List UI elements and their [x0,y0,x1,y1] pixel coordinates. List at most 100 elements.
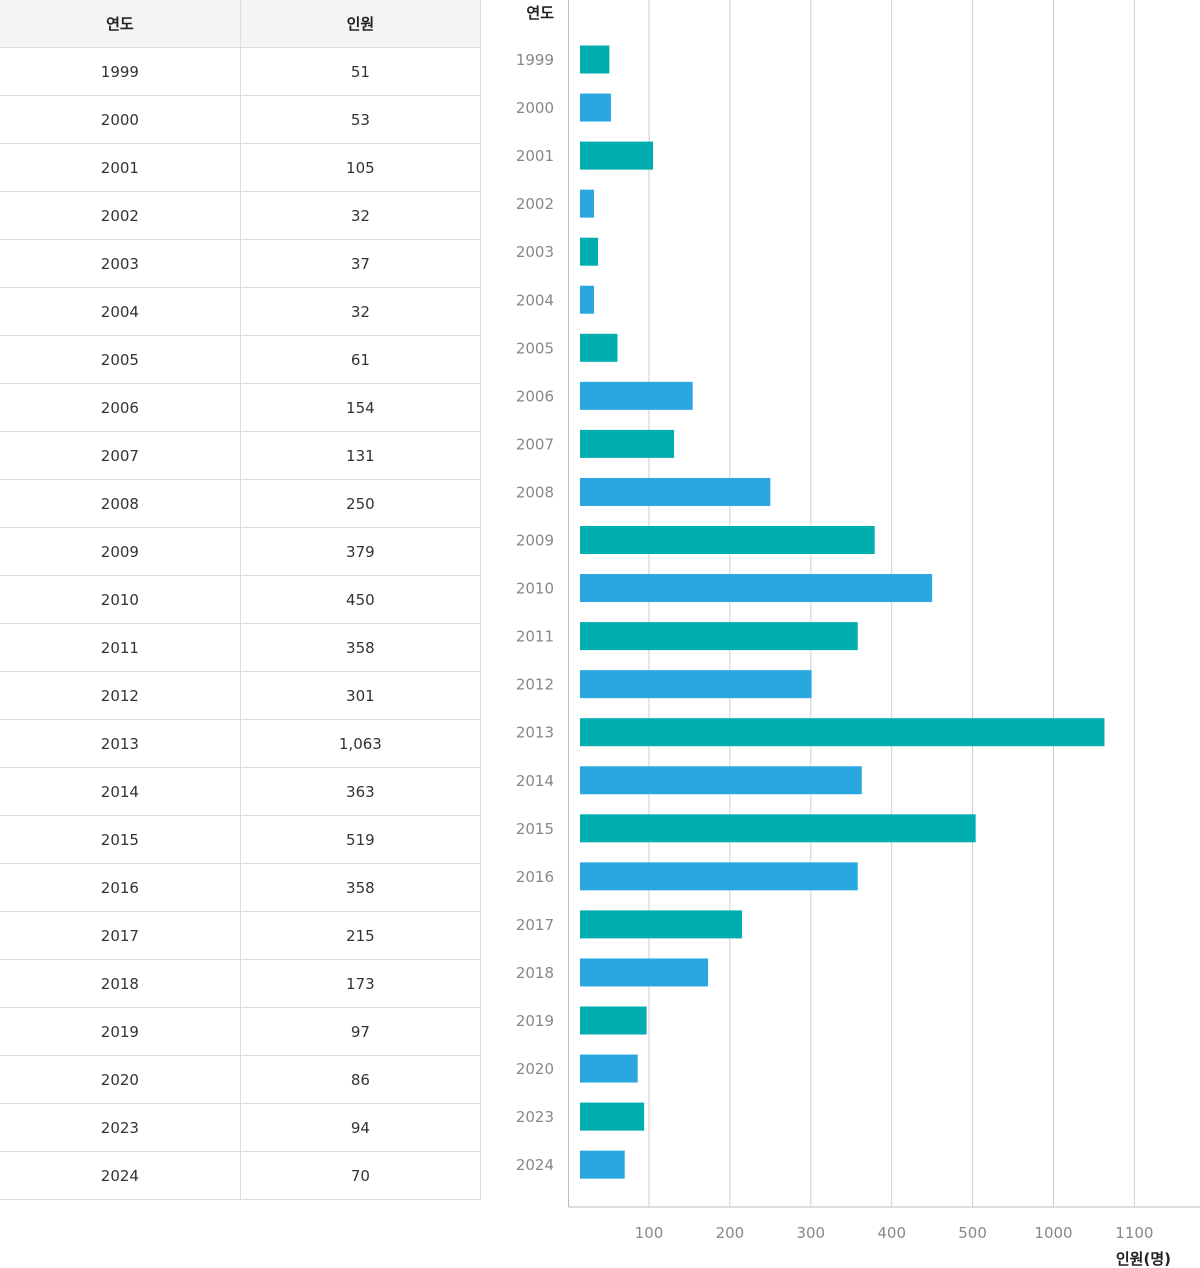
table-row: 2019 97 [0,1007,482,1056]
bar-1999 [580,45,610,74]
cell-count: 358 [240,623,482,672]
bar-2014 [580,766,862,795]
bar-2008 [580,477,771,506]
cell-year: 2001 [0,143,241,192]
category-label: 2011 [516,628,554,646]
table-row: 2006 154 [0,383,482,432]
table-row: 2018 173 [0,959,482,1008]
cell-year: 2004 [0,287,241,336]
cell-count: 215 [240,911,482,960]
bar-chart-container: 연도 1999 2000 2001 2002 2003 2004 2005 2006 2007 20… [481,0,1200,1268]
x-tick-label: 1000 [1034,1224,1072,1242]
table-body: 1999 51 2000 53 2001 105 2002 32 2003 37 2004 32 200… [0,47,482,1200]
bar-2009 [580,526,875,554]
cell-count: 86 [240,1055,482,1104]
cell-year: 2015 [0,815,241,864]
cell-year: 2009 [0,527,241,576]
category-label: 2007 [516,435,554,453]
bar-2007 [580,429,675,458]
cell-year: 2012 [0,671,241,720]
header-count: 인원 [240,0,482,48]
table-row: 2013 1,063 [0,719,482,768]
category-label: 2014 [516,772,554,790]
bar-2002 [580,189,594,218]
bar-2001 [580,141,654,170]
cell-count: 32 [240,287,482,336]
table-row: 2007 131 [0,431,482,480]
x-tick-label: 300 [796,1224,825,1242]
data-table-container: 연도 인원 1999 51 2000 53 2001 105 2002 32 2003 37 200… [0,0,482,1200]
cell-year: 2017 [0,911,241,960]
x-tick-label: 400 [877,1224,906,1242]
cell-count: 358 [240,863,482,912]
cell-count: 94 [240,1103,482,1152]
table-row: 2016 358 [0,863,482,912]
cell-year: 2011 [0,623,241,672]
table-row: 2003 37 [0,239,482,288]
bar-2010 [580,574,933,603]
cell-count: 1,063 [240,719,482,768]
table-row: 2005 61 [0,335,482,384]
bar-2015 [580,814,976,843]
cell-year: 2019 [0,1007,241,1056]
cell-count: 379 [240,527,482,576]
cell-year: 1999 [0,47,241,96]
table-header-row: 연도 인원 [0,0,482,48]
table-row: 2011 358 [0,623,482,672]
category-label: 2000 [516,99,554,117]
category-label: 2005 [516,339,554,357]
cell-year: 2007 [0,431,241,480]
category-label: 2018 [516,964,554,982]
bar-2011 [580,622,858,651]
category-label: 2019 [516,1012,554,1030]
cell-year: 2003 [0,239,241,288]
cell-year: 2023 [0,1103,241,1152]
category-label: 2016 [516,868,554,886]
bar-2004 [580,285,594,314]
bar-2016 [580,862,858,891]
category-label: 2002 [516,195,554,213]
cell-count: 154 [240,383,482,432]
x-tick-label: 500 [958,1224,987,1242]
table-row: 2010 450 [0,575,482,624]
category-label: 2013 [516,724,554,742]
table-row: 2017 215 [0,911,482,960]
bar-2018 [580,958,709,987]
category-label: 2017 [516,916,554,934]
cell-year: 2010 [0,575,241,624]
cell-year: 2018 [0,959,241,1008]
x-tick-label: 100 [635,1224,664,1242]
category-label: 2001 [516,147,554,165]
table-row: 2012 301 [0,671,482,720]
cell-count: 61 [240,335,482,384]
bar-chart: 연도 1999 2000 2001 2002 2003 2004 2005 2006 2007 20… [516,0,1200,1268]
cell-year: 2020 [0,1055,241,1104]
category-label: 2009 [516,532,554,550]
category-label: 2010 [516,580,554,598]
cell-year: 2006 [0,383,241,432]
y-axis-title: 연도 [526,4,554,22]
cell-year: 2000 [0,95,241,144]
cell-year: 2008 [0,479,241,528]
table-row: 2004 32 [0,287,482,336]
cell-count: 70 [240,1151,482,1200]
header-year: 연도 [0,0,241,48]
bar-2024 [580,1150,625,1179]
table-row: 2020 86 [0,1055,482,1104]
cell-year: 2016 [0,863,241,912]
cell-count: 519 [240,815,482,864]
table-row: 2014 363 [0,767,482,816]
cell-count: 105 [240,143,482,192]
category-label: 2020 [516,1060,554,1078]
x-tick-label: 200 [716,1224,745,1242]
bar-2020 [580,1054,638,1083]
cell-year: 2005 [0,335,241,384]
bar-2000 [580,93,611,122]
cell-year: 2024 [0,1151,241,1200]
x-axis-title: 인원(명) [1116,1250,1171,1268]
category-label: 2015 [516,820,554,838]
category-label: 2023 [516,1108,554,1126]
bar-2019 [580,1006,647,1035]
category-label: 2003 [516,243,554,261]
category-label: 2012 [516,676,554,694]
